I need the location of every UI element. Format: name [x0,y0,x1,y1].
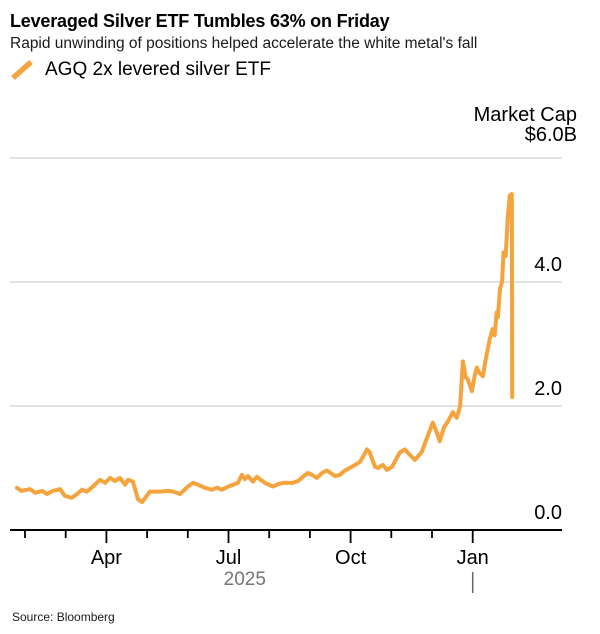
source-label: Source: Bloomberg [12,610,115,624]
legend: AGQ 2x levered silver ETF [10,58,271,82]
x-year-label: 2025 [224,569,266,590]
x-label-jul: Jul [216,547,242,569]
line-swatch-icon [11,59,33,81]
series-line-agq [14,192,515,505]
legend-label: AGQ 2x levered silver ETF [45,59,271,80]
y-label-2: 2.0 [534,378,562,400]
x-label-jan: Jan [457,547,489,569]
y-label-4: 4.0 [534,254,562,276]
chart-title: Leveraged Silver ETF Tumbles 63% on Frid… [10,11,390,31]
x-label-oct: Oct [335,547,367,569]
y-label-0: 0.0 [534,502,562,524]
y-axis-title: Market Cap [474,104,577,126]
y-label-top: $6.0B [525,124,577,146]
x-label-apr: Apr [91,547,122,569]
chart-subtitle: Rapid unwinding of positions helped acce… [10,35,478,52]
